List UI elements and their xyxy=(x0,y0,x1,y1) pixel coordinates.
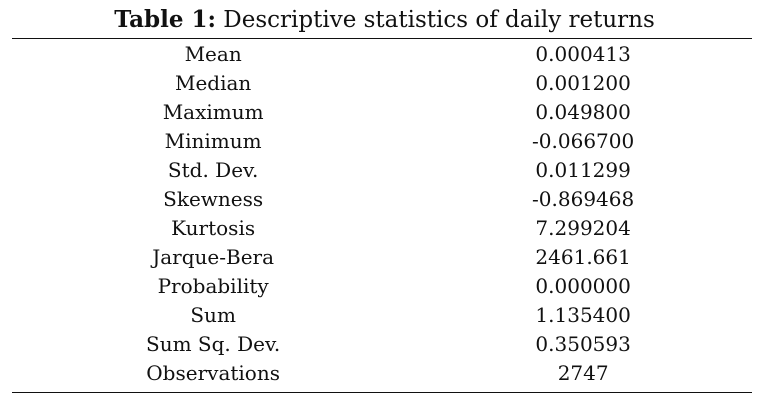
statistic-name: Mean xyxy=(184,42,242,66)
statistic-value: -0.869468 xyxy=(532,187,635,211)
statistic-name: Observations xyxy=(146,361,280,385)
statistics-table: Mean 0.000413 Median 0.001200 Maximum 0.… xyxy=(12,40,752,388)
statistic-name: Probability xyxy=(157,274,269,298)
statistic-value: 0.000000 xyxy=(535,274,631,298)
table-row: Sum Sq. Dev. 0.350593 xyxy=(12,330,752,359)
table-row: Mean 0.000413 xyxy=(12,40,752,69)
statistic-value: 0.011299 xyxy=(535,158,631,182)
statistic-value: 2461.661 xyxy=(535,245,631,269)
table-bottom-rule xyxy=(12,392,752,393)
statistic-value: 7.299204 xyxy=(535,216,631,240)
table-row: Kurtosis 7.299204 xyxy=(12,214,752,243)
statistic-name: Median xyxy=(174,71,252,95)
statistic-name: Minimum xyxy=(164,129,262,153)
table-row: Minimum -0.066700 xyxy=(12,127,752,156)
statistic-value: 2747 xyxy=(557,361,609,385)
table-row: Observations 2747 xyxy=(12,359,752,388)
statistic-value: 0.049800 xyxy=(535,100,631,124)
statistic-value: -0.066700 xyxy=(532,129,635,153)
table-row: Sum 1.135400 xyxy=(12,301,752,330)
table-top-rule xyxy=(12,38,752,39)
statistic-value: 0.000413 xyxy=(535,42,631,66)
statistic-value: 0.001200 xyxy=(535,71,631,95)
statistic-name: Maximum xyxy=(162,100,264,124)
statistic-name: Jarque-Bera xyxy=(152,245,275,269)
table-caption-text: Descriptive statistics of daily returns xyxy=(223,7,655,33)
statistic-name: Std. Dev. xyxy=(167,158,259,182)
table-row: Jarque-Bera 2461.661 xyxy=(12,243,752,272)
table-caption: Table 1: Descriptive statistics of daily… xyxy=(0,6,769,34)
statistic-name: Sum Sq. Dev. xyxy=(146,332,281,356)
statistic-name: Skewness xyxy=(163,187,264,211)
statistic-value: 0.350593 xyxy=(535,332,631,356)
table-row: Median 0.001200 xyxy=(12,69,752,98)
statistic-value: 1.135400 xyxy=(535,303,631,327)
table-row: Maximum 0.049800 xyxy=(12,98,752,127)
table-row: Skewness -0.869468 xyxy=(12,185,752,214)
statistic-name: Sum xyxy=(190,303,236,327)
table-row: Probability 0.000000 xyxy=(12,272,752,301)
statistic-name: Kurtosis xyxy=(171,216,256,240)
table-caption-label: Table 1: xyxy=(114,6,216,33)
table-row: Std. Dev. 0.011299 xyxy=(12,156,752,185)
